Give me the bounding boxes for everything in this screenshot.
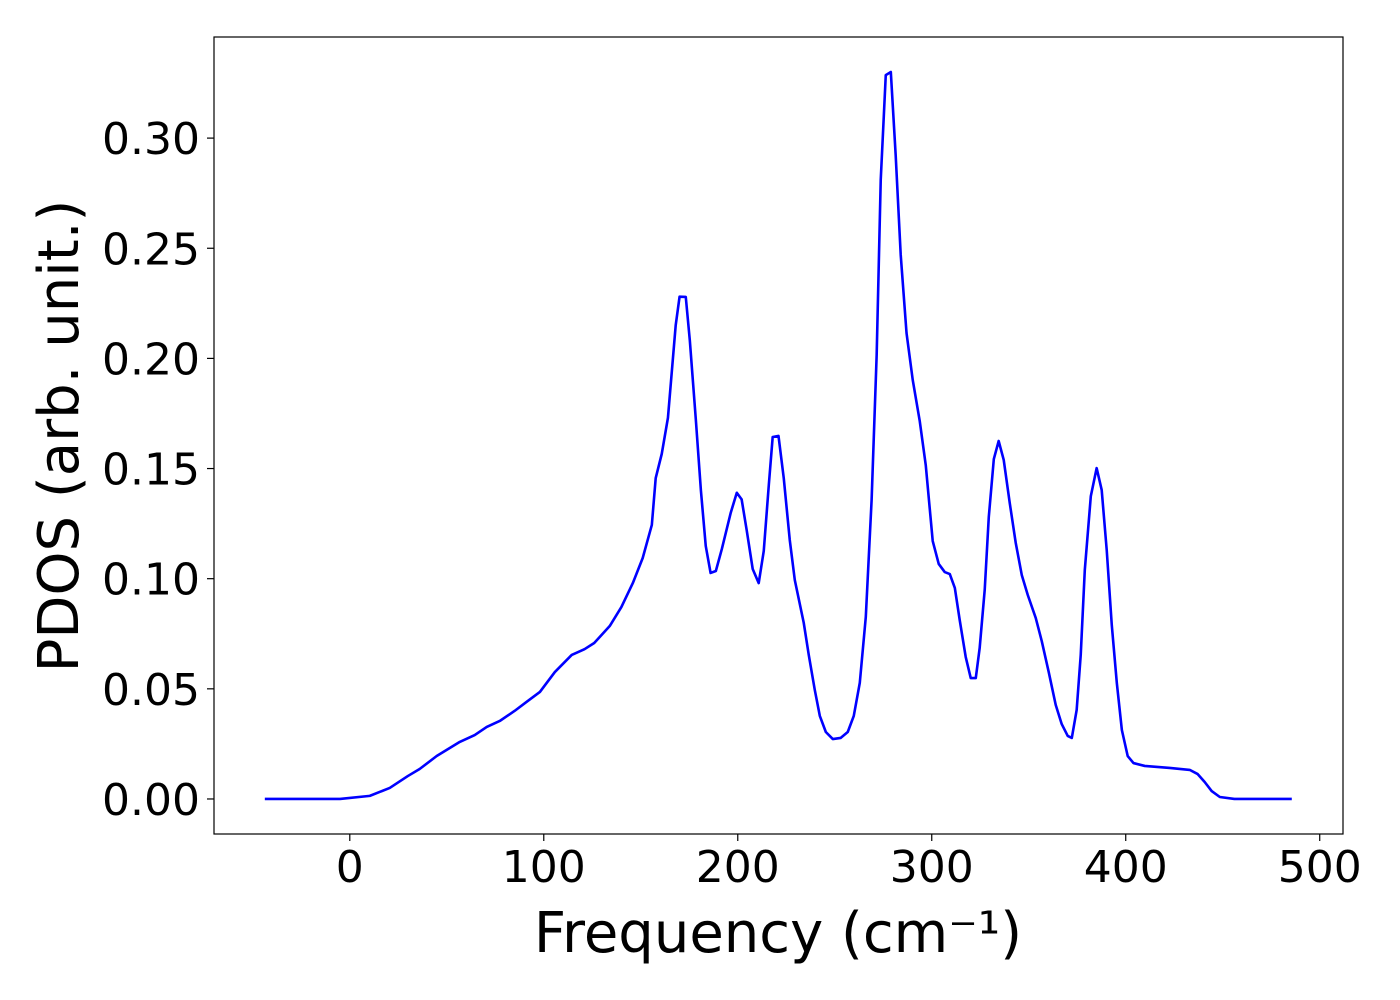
- y-tick-label: 0.05: [102, 665, 200, 716]
- plot-frame: [213, 36, 1344, 835]
- y-tick-label: 0.30: [102, 114, 200, 165]
- x-tick-label: 300: [890, 842, 974, 893]
- x-tick-label: 500: [1278, 842, 1362, 893]
- x-tick-label: 400: [1084, 842, 1168, 893]
- y-axis-label: PDOS (arb. unit.): [27, 200, 92, 673]
- x-tick-label: 100: [502, 842, 586, 893]
- x-tick-label: 200: [696, 842, 780, 893]
- data-line: [264, 70, 1292, 801]
- x-axis-label: Frequency (cm⁻¹): [534, 901, 1022, 966]
- y-tick-label: 0.20: [102, 334, 200, 385]
- y-tick-label: 0.25: [102, 224, 200, 275]
- x-tick-label: 0: [336, 842, 364, 893]
- y-tick-label: 0.10: [102, 555, 200, 606]
- y-tick-label: 0.15: [102, 445, 200, 496]
- y-tick-label: 0.00: [102, 775, 200, 826]
